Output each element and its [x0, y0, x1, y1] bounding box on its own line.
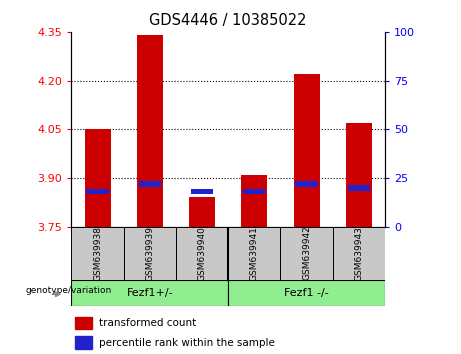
Text: GSM639939: GSM639939 — [145, 225, 154, 281]
Bar — [241, 175, 267, 227]
Text: transformed count: transformed count — [99, 318, 196, 328]
Bar — [243, 189, 266, 194]
Bar — [139, 181, 161, 187]
Bar — [137, 35, 163, 227]
Text: GSM639938: GSM639938 — [93, 225, 102, 281]
Bar — [75, 316, 92, 329]
FancyBboxPatch shape — [228, 280, 385, 306]
Text: GSM639943: GSM639943 — [355, 225, 363, 281]
Bar — [84, 129, 111, 227]
Bar — [87, 189, 109, 194]
Text: genotype/variation: genotype/variation — [25, 286, 111, 295]
Bar — [189, 197, 215, 227]
Bar — [348, 185, 370, 190]
Bar — [296, 181, 318, 187]
Title: GDS4446 / 10385022: GDS4446 / 10385022 — [149, 13, 307, 28]
Bar — [346, 123, 372, 227]
Bar — [75, 336, 92, 349]
Text: GSM639941: GSM639941 — [250, 225, 259, 281]
Text: GSM639940: GSM639940 — [198, 225, 207, 281]
FancyBboxPatch shape — [228, 227, 280, 280]
FancyBboxPatch shape — [280, 227, 333, 280]
FancyBboxPatch shape — [124, 227, 176, 280]
Text: GSM639942: GSM639942 — [302, 226, 311, 280]
Bar — [191, 189, 213, 194]
Text: Fezf1+/-: Fezf1+/- — [126, 288, 173, 298]
Text: percentile rank within the sample: percentile rank within the sample — [99, 337, 275, 348]
FancyBboxPatch shape — [71, 280, 228, 306]
FancyBboxPatch shape — [71, 227, 124, 280]
Text: Fezf1 -/-: Fezf1 -/- — [284, 288, 329, 298]
FancyBboxPatch shape — [176, 227, 228, 280]
Bar — [294, 74, 319, 227]
FancyBboxPatch shape — [333, 227, 385, 280]
